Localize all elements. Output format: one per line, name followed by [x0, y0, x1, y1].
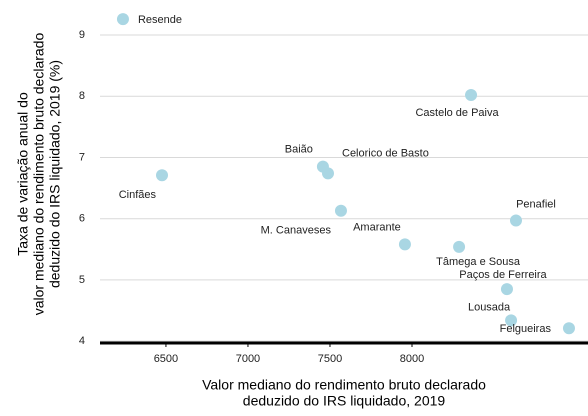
- x-axis-label: deduzido do IRS liquidado, 2019: [243, 393, 446, 409]
- point: [334, 204, 347, 217]
- y-tick-label: 4: [79, 335, 85, 347]
- point: [505, 314, 518, 327]
- point: [156, 169, 169, 182]
- point-label: Cinfães: [119, 189, 157, 201]
- y-axis-label-line: deduzido do IRS liquidado, 2019 (%): [47, 60, 63, 288]
- y-axis-label: Taxa de variação anual do valor mediano d…: [15, 33, 63, 316]
- point: [465, 89, 478, 102]
- y-tick-label: 9: [79, 29, 85, 41]
- x-tick-label: 7000: [236, 353, 260, 365]
- point-label: Lousada: [468, 301, 511, 313]
- point-label: Castelo de Paiva: [415, 107, 499, 119]
- point: [562, 322, 575, 335]
- y-axis-label-line: valor mediano do rendimento bruto declar…: [31, 33, 47, 316]
- point-label: Amarante: [353, 221, 401, 233]
- y-tick-label: 7: [79, 151, 85, 163]
- point: [116, 13, 129, 26]
- point-label: Penafiel: [516, 198, 556, 210]
- point-label: Resende: [138, 14, 182, 26]
- y-axis-label-line: Taxa de variação anual do: [15, 92, 31, 256]
- point-label: Celorico de Basto: [342, 147, 429, 159]
- point: [453, 240, 466, 253]
- point-label: Paços de Ferreira: [459, 269, 547, 281]
- point: [500, 283, 513, 296]
- x-tick-label: 7500: [318, 353, 342, 365]
- point: [509, 214, 522, 227]
- y-tick-label: 8: [79, 90, 85, 102]
- point-label: M. Canaveses: [261, 225, 332, 237]
- x-axis-label: Valor mediano do rendimento bruto declar…: [202, 377, 486, 393]
- point: [398, 238, 411, 251]
- point-label: Tâmega e Sousa: [436, 256, 521, 268]
- x-tick-label: 6500: [154, 353, 178, 365]
- x-tick-label: 8000: [400, 353, 424, 365]
- point-label: Baião: [285, 144, 313, 156]
- point: [322, 167, 335, 180]
- y-tick-label: 6: [79, 213, 85, 225]
- point-label: Felgueiras: [500, 323, 552, 335]
- y-tick-label: 5: [79, 274, 85, 286]
